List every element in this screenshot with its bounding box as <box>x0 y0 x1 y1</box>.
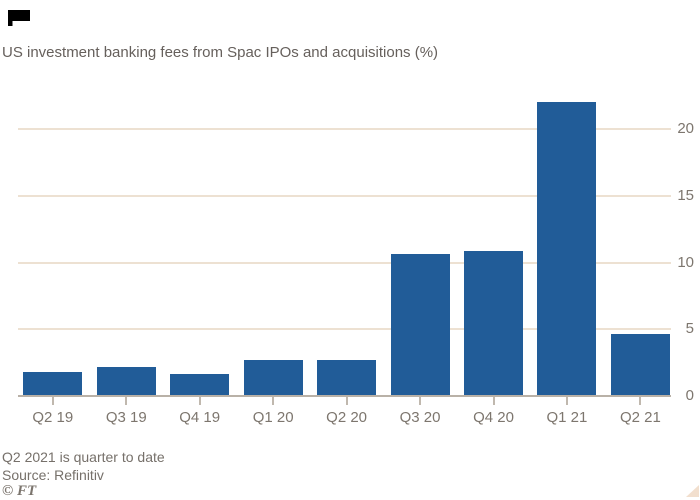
y-tick-label: 10 <box>677 253 694 271</box>
y-tick-label: 0 <box>685 387 694 404</box>
x-tick-label: Q4 20 <box>473 409 514 426</box>
bar <box>464 251 523 395</box>
resize-triangle-icon <box>686 485 699 497</box>
x-tick-label: Q1 20 <box>252 409 294 426</box>
x-tick-mark <box>51 397 54 405</box>
x-tick-mark <box>272 397 275 405</box>
chart-source: Source: Refinitiv <box>2 467 104 483</box>
x-axis-line <box>18 395 671 397</box>
x-tick-label: Q3 19 <box>105 409 147 426</box>
bar <box>610 334 670 395</box>
ft-credit: © FT <box>2 483 37 499</box>
grid-line <box>18 195 671 197</box>
bar <box>23 372 83 395</box>
grid-line <box>18 261 671 264</box>
x-tick-label: Q3 20 <box>399 409 441 426</box>
black-flag-mark <box>8 10 30 26</box>
x-tick-label: Q2 19 <box>32 409 74 426</box>
x-tick-label: Q2 21 <box>619 409 661 426</box>
x-tick-mark <box>565 397 568 405</box>
x-tick-mark <box>639 397 642 405</box>
bar <box>96 367 156 395</box>
grid-line <box>18 128 671 131</box>
x-tick-mark <box>198 397 201 405</box>
x-tick-mark <box>419 397 422 405</box>
bar <box>317 360 377 395</box>
y-tick-label: 5 <box>685 320 694 338</box>
x-tick-label: Q2 20 <box>326 409 368 426</box>
grid-line <box>18 328 671 331</box>
bar <box>390 254 450 395</box>
x-tick-label: Q4 19 <box>179 409 221 426</box>
bar <box>170 374 230 395</box>
chart-title: US investment banking fees from Spac IPO… <box>2 44 439 61</box>
bar <box>243 360 303 395</box>
y-tick-label: 20 <box>677 120 694 138</box>
x-tick-mark <box>345 397 348 405</box>
x-tick-mark <box>125 397 128 405</box>
y-tick-label: 15 <box>677 187 694 204</box>
chart-note: Q2 2021 is quarter to date <box>2 449 165 465</box>
x-tick-mark <box>492 397 495 405</box>
x-tick-label: Q1 21 <box>546 409 588 426</box>
bar <box>537 102 597 395</box>
